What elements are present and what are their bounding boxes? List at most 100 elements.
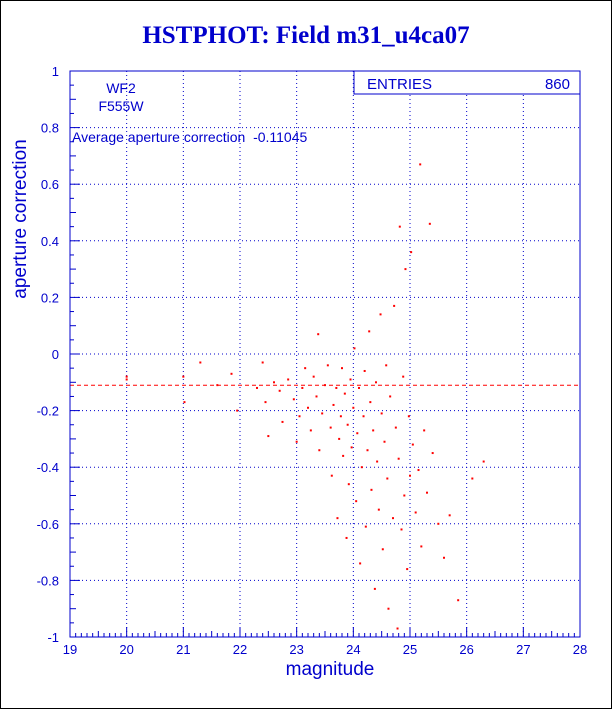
x-tick-label: 27 <box>516 642 530 657</box>
data-point <box>317 333 320 336</box>
data-point <box>336 517 339 520</box>
data-point <box>278 389 281 392</box>
data-point <box>346 423 349 426</box>
y-tick-label: -0.2 <box>37 404 59 419</box>
data-point <box>377 508 380 511</box>
data-point <box>380 412 383 415</box>
data-point <box>406 568 409 571</box>
data-point <box>443 556 445 559</box>
data-point <box>358 386 360 389</box>
annotation-average: Average aperture correction -0.11045 <box>72 129 308 145</box>
data-point <box>335 386 338 389</box>
data-point <box>267 435 270 438</box>
data-point <box>457 599 460 602</box>
data-point <box>398 225 401 228</box>
y-tick-label: 0.8 <box>41 121 59 136</box>
data-point <box>471 477 474 480</box>
data-point <box>341 367 343 370</box>
data-point <box>330 474 333 477</box>
annotation-detector: WF2 <box>106 80 136 96</box>
data-point <box>125 378 128 381</box>
data-point <box>437 522 440 525</box>
data-point <box>230 372 233 375</box>
data-point <box>411 443 414 446</box>
y-tick-label: 0.6 <box>41 177 59 192</box>
data-point <box>324 384 326 387</box>
y-tick-label: 0.2 <box>41 290 59 305</box>
x-axis-label: magnitude <box>286 659 375 680</box>
page-title: HSTPHOT: Field m31_u4ca07 <box>142 22 470 49</box>
data-point <box>321 412 324 415</box>
x-tick-label: 22 <box>233 642 247 657</box>
data-point <box>352 406 355 409</box>
data-point <box>356 432 359 435</box>
data-point <box>387 607 390 610</box>
data-point <box>216 384 219 387</box>
axis-ticks <box>69 70 581 638</box>
data-point <box>256 386 258 389</box>
stats-box-label: ENTRIES <box>367 76 432 93</box>
data-point <box>366 449 369 452</box>
data-point <box>345 536 348 539</box>
data-point <box>419 163 422 166</box>
data-point <box>369 401 372 404</box>
x-tick-label: 20 <box>119 642 133 657</box>
x-tick-label: 23 <box>289 642 303 657</box>
y-tick-label: -0.4 <box>37 460 59 475</box>
data-point <box>236 409 239 412</box>
data-point <box>400 528 403 531</box>
data-point <box>347 483 350 486</box>
grid <box>70 71 580 637</box>
x-tick-label: 26 <box>459 642 473 657</box>
data-point <box>381 548 384 551</box>
data-point <box>343 392 346 395</box>
data-point <box>339 415 342 418</box>
data-point <box>295 440 298 443</box>
data-point <box>182 375 185 378</box>
data-point <box>376 460 379 463</box>
data-point <box>309 429 312 432</box>
x-tick-label: 19 <box>63 642 77 657</box>
data-point <box>304 367 307 370</box>
data-point <box>448 514 451 517</box>
data-point <box>307 406 309 409</box>
data-point <box>342 454 345 457</box>
data-point <box>386 477 389 480</box>
data-point <box>428 222 431 225</box>
data-point <box>402 375 405 378</box>
data-point <box>332 403 335 406</box>
data-point <box>375 381 377 384</box>
x-tick-label: 24 <box>346 642 360 657</box>
data-point <box>338 437 341 440</box>
y-axis-label: aperture correction <box>10 139 31 298</box>
data-point <box>407 415 410 418</box>
data-point <box>383 440 386 443</box>
data-point <box>301 386 304 389</box>
x-tick-label: 21 <box>176 642 190 657</box>
data-point <box>364 525 367 528</box>
data-point <box>350 446 353 449</box>
data-point <box>396 627 399 630</box>
data-point <box>349 378 352 381</box>
data-point <box>379 313 382 316</box>
data-point <box>372 429 375 432</box>
data-point <box>360 466 363 469</box>
stats-box: ENTRIES 860 <box>353 70 581 95</box>
data-point <box>370 488 373 491</box>
data-point <box>414 511 417 514</box>
data-point <box>362 415 365 418</box>
data-point <box>315 395 318 398</box>
data-point <box>393 304 396 307</box>
data-point <box>264 401 267 404</box>
data-point <box>281 420 284 423</box>
data-point <box>326 364 329 367</box>
x-tick-label: 28 <box>573 642 587 657</box>
x-tick-label: 25 <box>403 642 417 657</box>
data-point <box>199 361 202 364</box>
data-point <box>298 415 301 418</box>
annotation-filter: F555W <box>98 98 144 114</box>
data-point <box>385 364 388 367</box>
data-point <box>417 469 420 472</box>
data-point <box>426 491 428 494</box>
